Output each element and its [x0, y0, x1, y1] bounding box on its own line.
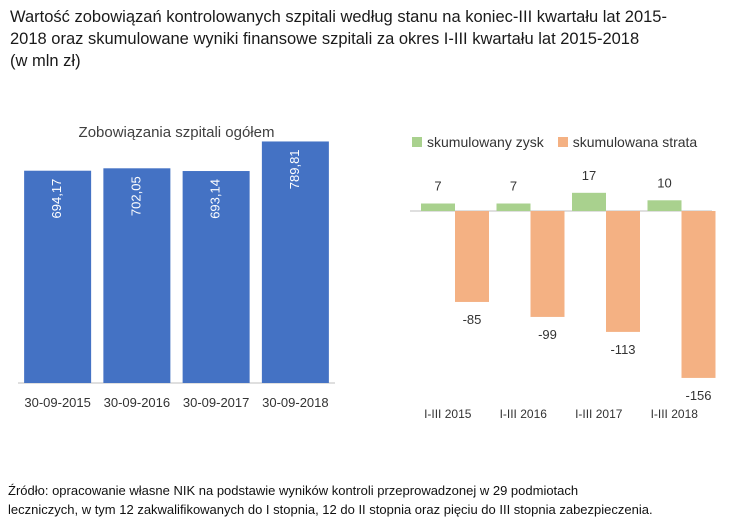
loss-value-label: -156 [685, 388, 711, 403]
bar-30-09-2017 [182, 171, 250, 383]
chart-title: Wartość zobowiązań kontrolowanych szpita… [10, 6, 735, 72]
chart-title-line-2: 2018 oraz skumulowane wyniki finansowe s… [10, 30, 640, 48]
legend-swatch-loss [557, 137, 568, 147]
profit-value-label: 7 [434, 179, 441, 194]
profit-bar-I-III 2015 [421, 203, 455, 211]
source-note-line-2: leczniczych, w tym 12 zakwalifikowanych … [8, 502, 653, 517]
loss-bar-I-III 2016 [530, 211, 565, 317]
legend: skumulowany zysk skumulowana strata [412, 134, 711, 150]
chart-subtitle: Zobowiązania szpitali ogółem [79, 124, 275, 141]
legend-item-profit: skumulowany zysk [412, 134, 544, 150]
profit-value-label: 17 [582, 168, 596, 183]
bar-30-09-2015 [24, 170, 92, 383]
bar-value-label: 789,81 [287, 149, 302, 189]
legend-label-profit: skumulowany zysk [427, 134, 544, 150]
x-tick-label: 30-09-2018 [262, 395, 329, 410]
legend-label-loss: skumulowana strata [572, 134, 698, 150]
profit-bar-I-III 2017 [572, 192, 606, 211]
profit-value-label: 7 [510, 179, 517, 194]
profit-bar-I-III 2018 [647, 200, 682, 211]
legend-swatch-profit [412, 137, 422, 147]
x-tick-label: I-III 2018 [651, 407, 699, 421]
loss-bar-I-III 2018 [681, 211, 716, 378]
loss-bar-I-III 2017 [606, 211, 640, 332]
loss-bar-I-III 2015 [455, 211, 489, 302]
x-tick-label: I-III 2016 [500, 407, 548, 421]
bar-value-label: 702,05 [128, 176, 143, 216]
chart-title-line-1: Wartość zobowiązań kontrolowanych szpita… [10, 8, 667, 26]
x-tick-label: 30-09-2015 [24, 395, 91, 410]
x-tick-label: I-III 2017 [575, 407, 623, 421]
source-note-line-1: Źródło: opracowanie własne NIK na podsta… [8, 483, 579, 498]
bar-30-09-2018 [261, 141, 329, 383]
profit-value-label: 10 [657, 175, 671, 190]
legend-item-loss: skumulowana strata [557, 134, 698, 150]
source-note: Źródło: opracowanie własne NIK na podsta… [8, 481, 743, 519]
bar-value-label: 693,14 [208, 179, 223, 219]
chart-title-line-3: (w mln zł) [10, 52, 81, 70]
x-tick-label: 30-09-2017 [183, 395, 250, 410]
loss-value-label: -113 [610, 342, 635, 357]
bar-30-09-2016 [103, 168, 171, 383]
loss-value-label: -85 [463, 312, 482, 327]
bar-value-label: 694,17 [49, 179, 64, 219]
x-tick-label: I-III 2015 [424, 407, 472, 421]
x-tick-label: 30-09-2016 [104, 395, 171, 410]
profit-bar-I-III 2016 [496, 203, 531, 211]
loss-value-label: -99 [538, 327, 557, 342]
